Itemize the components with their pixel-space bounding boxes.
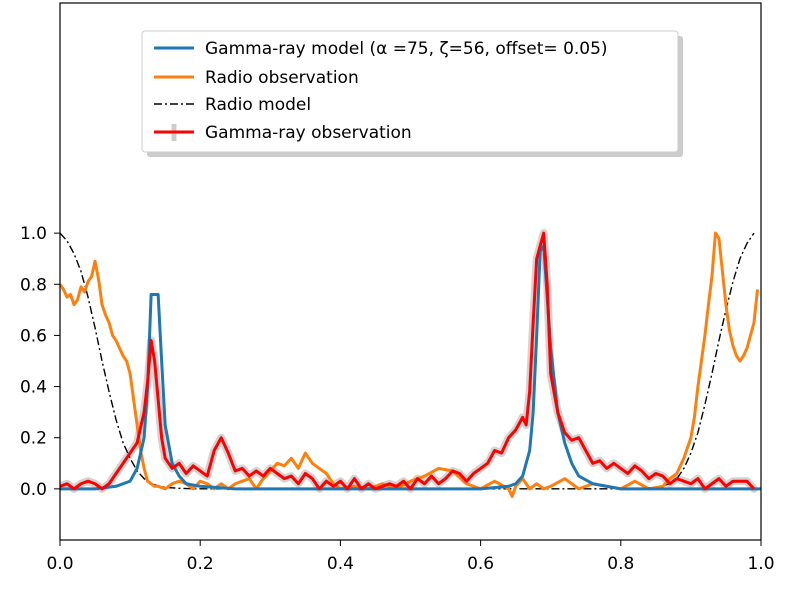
series-layer [60, 229, 761, 499]
x-tick-label-4: 0.8 [607, 554, 634, 574]
legend-label-radio-observation: Radio observation [205, 68, 359, 88]
x-tick-label-0: 0.0 [46, 554, 73, 574]
x-tick-label-5: 1.0 [747, 554, 774, 574]
legend-label-gamma-model: Gamma-ray model (α =75, ζ=56, offset= 0.… [205, 39, 608, 59]
legend-label-gamma-observation: Gamma-ray observation [205, 123, 412, 143]
y-tick-label-1: 0.2 [20, 429, 47, 449]
y-tick-label-5: 1.0 [20, 224, 47, 244]
series-radio-obs [60, 231, 759, 499]
legend-label-radio-model: Radio model [205, 95, 311, 115]
legend-box [141, 30, 679, 153]
x-tick-label-2: 0.4 [327, 554, 354, 574]
legend: Gamma-ray model (α =75, ζ=56, offset= 0.… [141, 30, 683, 157]
x-tick-label-3: 0.6 [467, 554, 494, 574]
series-gamma-obs [60, 231, 756, 491]
y-axis: 0.0 0.2 0.4 0.6 0.8 1.0 [20, 224, 60, 500]
x-tick-label-1: 0.2 [187, 554, 214, 574]
y-tick-label-2: 0.4 [20, 378, 47, 398]
y-tick-label-0: 0.0 [20, 480, 47, 500]
y-tick-label-3: 0.6 [20, 326, 47, 346]
y-tick-label-4: 0.8 [20, 275, 47, 295]
x-axis: 0.0 0.2 0.4 0.6 0.8 1.0 [46, 540, 775, 574]
plot-frame [59, 2, 762, 541]
